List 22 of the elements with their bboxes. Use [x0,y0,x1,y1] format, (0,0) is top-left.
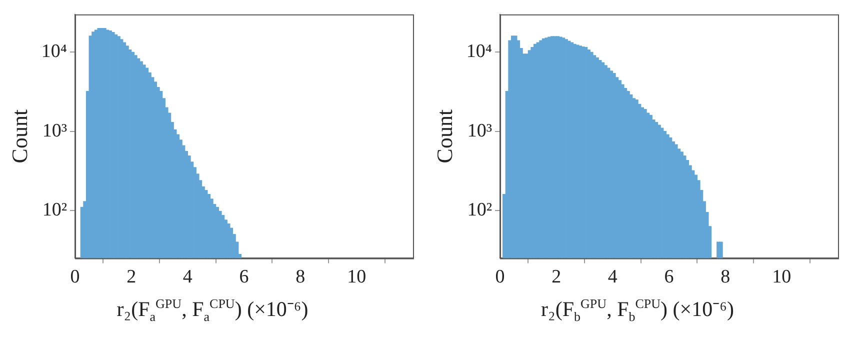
y-axis-title: Count [6,109,32,164]
x-tick-label: 4 [608,266,618,288]
x-tick-label: 2 [552,266,562,288]
y-tick-label: 10⁴ [41,41,68,62]
y-tick-label: 10² [42,200,68,221]
x-axis-title: r₂(F$_{b}$$^{GPU}$, F$_{b}$$^{CPU}$) (×10⁻⁶) [540,295,735,326]
x-tick-label: 2 [126,266,136,288]
x-tick-label: 0 [495,266,505,288]
y-tick-label: 10⁴ [466,41,492,62]
x-tick-label: 10 [772,266,792,288]
x-tick-label: 4 [182,266,193,288]
x-axis-title: r₂(F$_{a}$$^{GPU}$, F$_{a}$$^{CPU}$) (×10⁻⁶) [116,295,310,326]
x-tick-label: 6 [239,266,249,288]
y-tick-label: 10³ [42,120,68,142]
x-tick-label: 0 [70,266,80,288]
x-tick-label: 6 [664,266,674,288]
x-tick-label: 8 [296,266,306,288]
x-tick-label: 8 [720,266,730,288]
y-tick-label: 10³ [467,120,492,142]
y-axis-title: Count [432,109,457,164]
x-tick-label: 10 [347,266,366,288]
y-tick-label: 10² [467,200,492,221]
